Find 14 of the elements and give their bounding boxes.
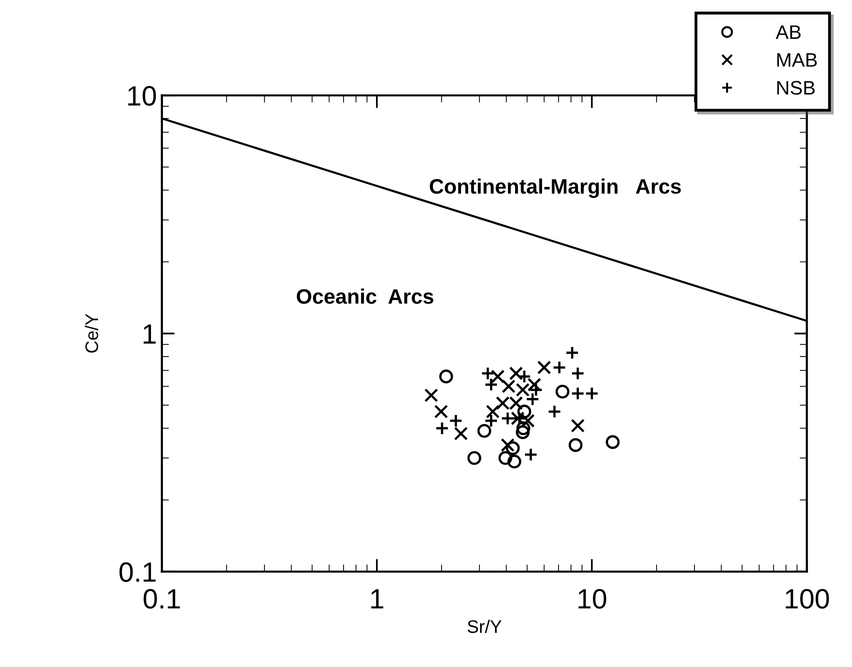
x-tick-label: 100: [786, 589, 829, 609]
y-tick-label: 1: [144, 324, 156, 344]
x-tick-label: 1: [371, 589, 384, 608]
y-axis-title: Ce/Y: [84, 314, 98, 353]
annotation: Oceanic Arcs: [296, 288, 434, 304]
legend-label: NSB: [777, 80, 815, 95]
annotation: Continental-Margin Arcs: [430, 178, 681, 198]
x-axis-title: Sr/Y: [468, 620, 502, 633]
y-tick-label: 0.1: [119, 562, 156, 582]
legend-label: MAB: [777, 53, 817, 67]
legend-label: AB: [776, 25, 801, 39]
y-tick-label: 10: [128, 86, 156, 106]
x-tick-label: 0.1: [144, 589, 180, 609]
x-tick-label: 10: [578, 589, 606, 609]
